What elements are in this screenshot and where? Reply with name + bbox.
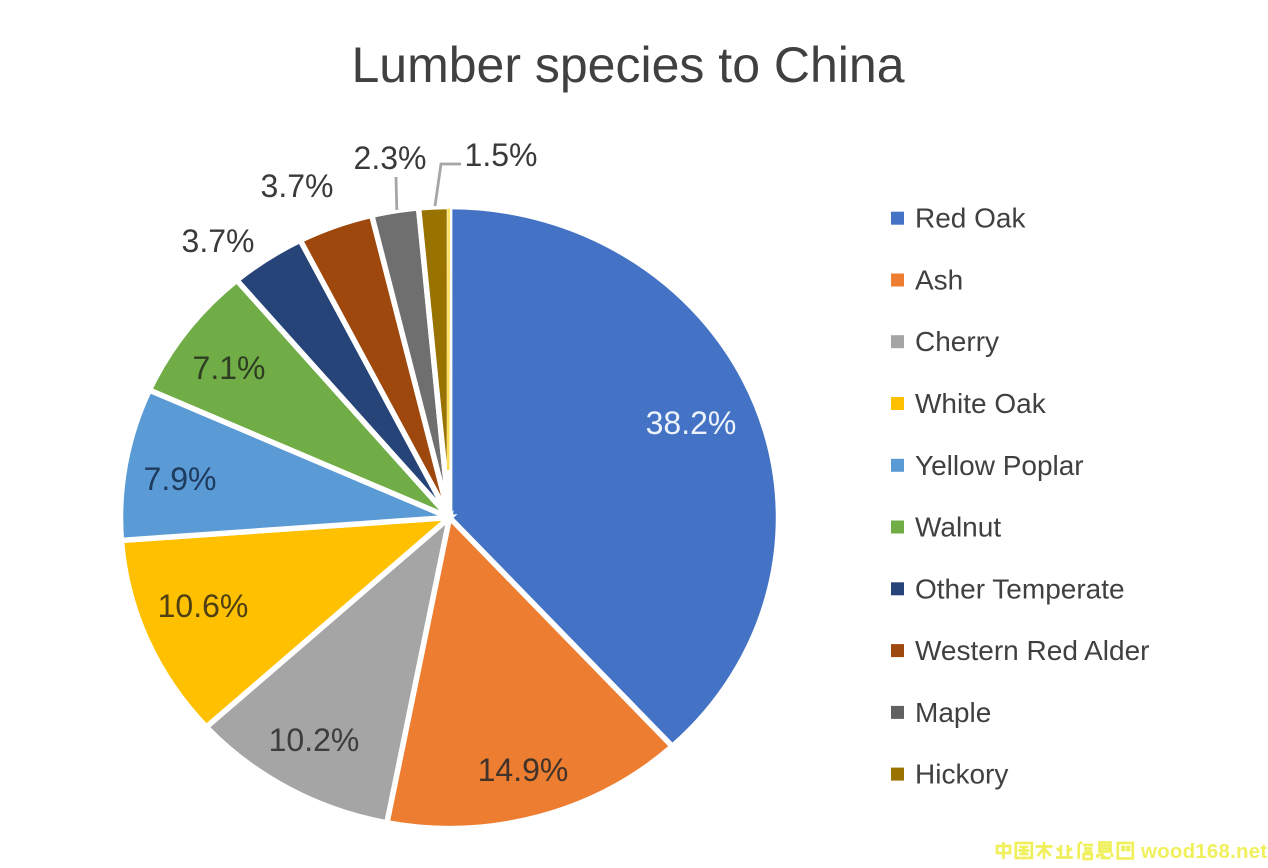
svg-text:White Oak: White Oak: [915, 388, 1047, 419]
svg-text:Red Oak: Red Oak: [915, 203, 1026, 234]
svg-text:Cherry: Cherry: [915, 326, 999, 357]
svg-text:Other Temperate: Other Temperate: [915, 573, 1125, 604]
svg-text:38.2%: 38.2%: [646, 405, 737, 441]
svg-text:3.7%: 3.7%: [182, 223, 255, 259]
svg-text:wood168.net: wood168.net: [1140, 840, 1267, 863]
svg-text:7.1%: 7.1%: [193, 350, 266, 386]
svg-text:Walnut: Walnut: [915, 512, 1001, 543]
svg-text:Western Red Alder: Western Red Alder: [915, 635, 1150, 666]
svg-text:Yellow Poplar: Yellow Poplar: [915, 450, 1084, 481]
svg-text:Lumber species to China: Lumber species to China: [351, 37, 904, 93]
svg-text:10.6%: 10.6%: [158, 588, 249, 624]
svg-text:1.5%: 1.5%: [465, 137, 538, 173]
svg-text:14.9%: 14.9%: [478, 752, 569, 788]
svg-text:7.9%: 7.9%: [144, 461, 217, 497]
svg-text:10.2%: 10.2%: [269, 722, 360, 758]
svg-text:Maple: Maple: [915, 697, 991, 728]
svg-text:Ash: Ash: [915, 265, 963, 296]
svg-text:2.3%: 2.3%: [354, 140, 427, 176]
svg-text:3.7%: 3.7%: [261, 168, 334, 204]
svg-text:Hickory: Hickory: [915, 759, 1008, 790]
